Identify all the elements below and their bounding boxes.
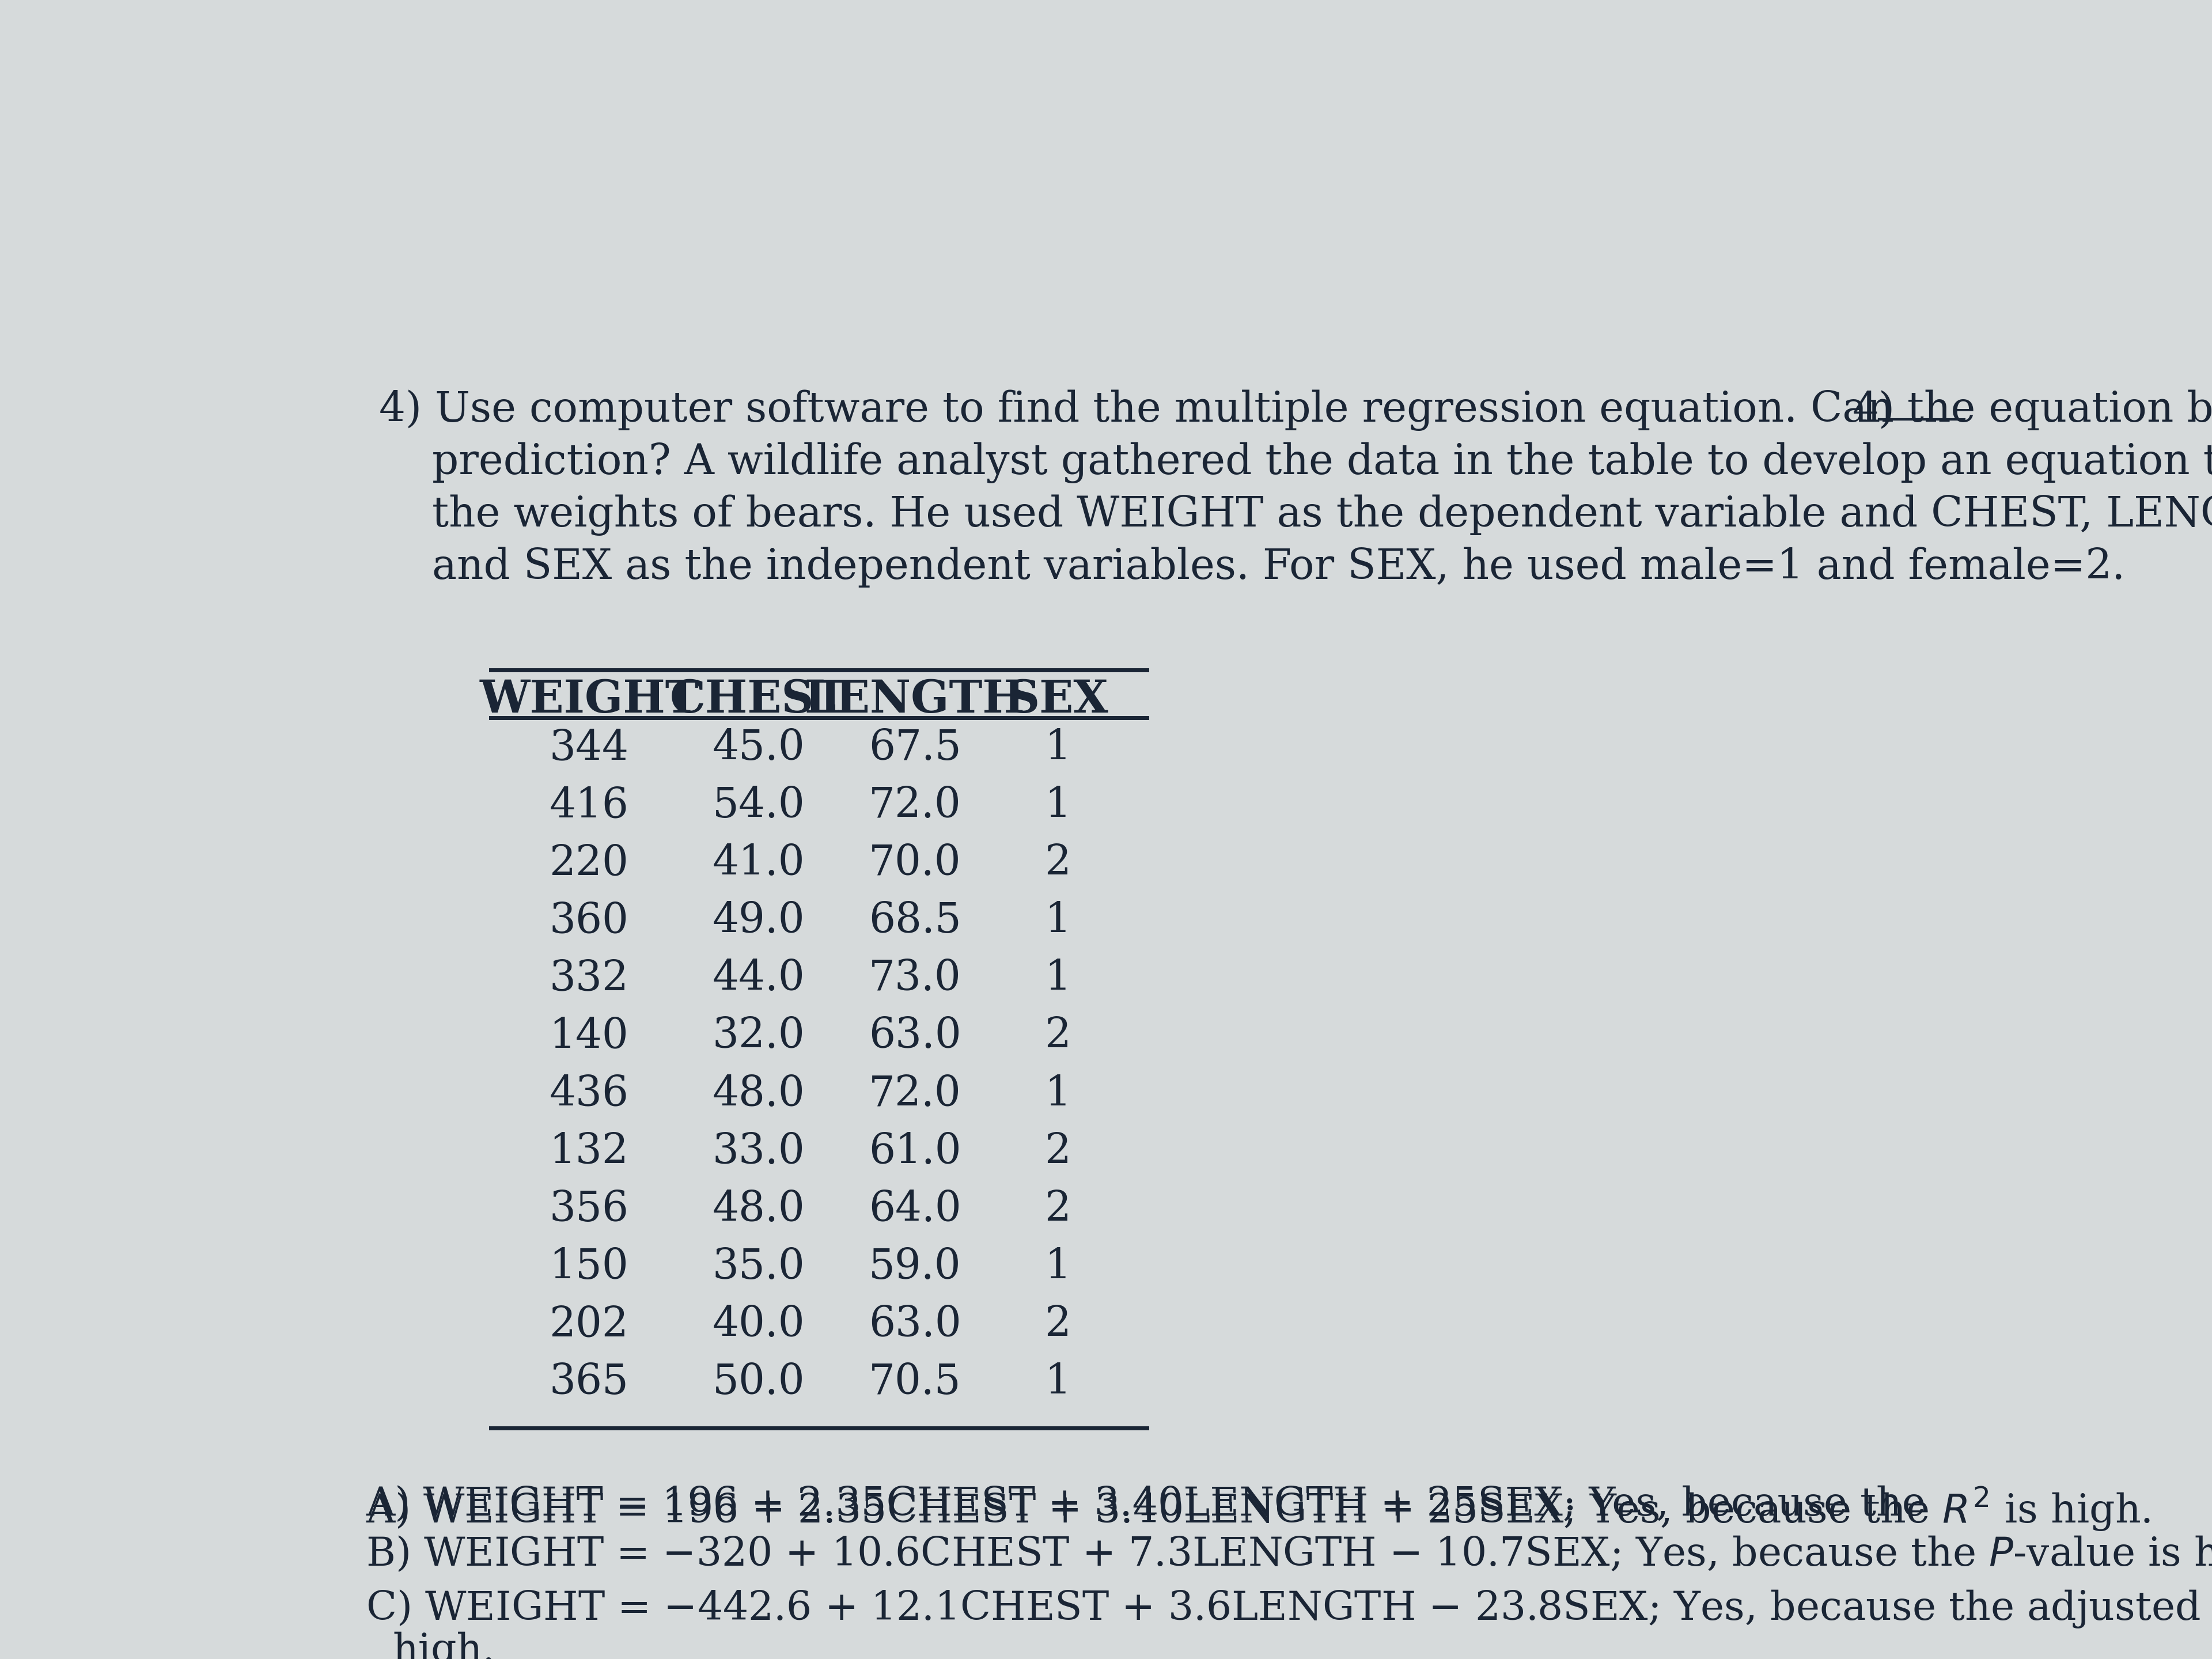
Text: 44.0: 44.0 [712, 959, 805, 999]
Text: A) WEIGHT = 196 + 2.35CHEST + 3.40LENGTH + 25SEX; Yes, because the: A) WEIGHT = 196 + 2.35CHEST + 3.40LENGTH… [365, 1485, 1938, 1523]
Text: 220: 220 [549, 843, 628, 884]
Text: CHEST: CHEST [670, 679, 847, 722]
Text: 332: 332 [549, 959, 628, 999]
Text: 72.0: 72.0 [869, 785, 962, 826]
Text: 64.0: 64.0 [869, 1190, 962, 1229]
Text: 2: 2 [1044, 843, 1071, 884]
Text: 4) Use computer software to find the multiple regression equation. Can the equat: 4) Use computer software to find the mul… [378, 390, 2212, 431]
Text: SEX: SEX [1006, 679, 1108, 722]
Text: 41.0: 41.0 [712, 843, 805, 884]
Text: 59.0: 59.0 [869, 1248, 962, 1287]
Text: 1: 1 [1044, 728, 1071, 768]
Text: and SEX as the independent variables. For SEX, he used male=1 and female=2.: and SEX as the independent variables. Fo… [378, 547, 2126, 587]
Text: 2: 2 [1044, 1131, 1071, 1171]
Text: 1: 1 [1044, 1362, 1071, 1404]
Text: LENGTH: LENGTH [805, 679, 1024, 722]
Text: 1: 1 [1044, 1248, 1071, 1287]
Text: 436: 436 [549, 1073, 628, 1115]
Text: 49.0: 49.0 [712, 901, 805, 941]
Text: 150: 150 [549, 1248, 628, 1287]
Text: 72.0: 72.0 [869, 1073, 962, 1115]
Text: high.: high. [392, 1632, 495, 1659]
Text: 50.0: 50.0 [712, 1362, 805, 1404]
Text: 70.5: 70.5 [869, 1362, 962, 1404]
Text: 2: 2 [1044, 1304, 1071, 1345]
Text: 360: 360 [549, 901, 628, 941]
Text: 73.0: 73.0 [869, 959, 962, 999]
Text: 416: 416 [549, 785, 628, 826]
Text: 1: 1 [1044, 785, 1071, 826]
Text: 40.0: 40.0 [712, 1304, 805, 1345]
Text: 140: 140 [549, 1015, 628, 1057]
Text: 48.0: 48.0 [712, 1073, 805, 1115]
Text: the weights of bears. He used WEIGHT as the dependent variable and CHEST, LENGTH: the weights of bears. He used WEIGHT as … [378, 494, 2212, 536]
Text: 344: 344 [549, 728, 628, 768]
Text: 61.0: 61.0 [869, 1131, 962, 1171]
Text: 1: 1 [1044, 959, 1071, 999]
Text: 54.0: 54.0 [712, 785, 805, 826]
Text: 2: 2 [1044, 1015, 1071, 1057]
Text: 202: 202 [549, 1304, 628, 1345]
Text: 63.0: 63.0 [869, 1015, 962, 1057]
Text: 356: 356 [549, 1190, 628, 1229]
Text: 32.0: 32.0 [712, 1015, 805, 1057]
Text: C) WEIGHT = $-$442.6 + 12.1CHEST + 3.6LENGTH $-$ 23.8SEX; Yes, because the adjus: C) WEIGHT = $-$442.6 + 12.1CHEST + 3.6LE… [365, 1583, 2212, 1631]
Text: WEIGHT: WEIGHT [480, 679, 699, 722]
Text: 68.5: 68.5 [869, 901, 962, 941]
Text: 365: 365 [549, 1362, 628, 1404]
Text: A) WEIGHT = 196 + 2.35CHEST + 3.40LENGTH + 25SEX; Yes, because the $\mathit{R}^2: A) WEIGHT = 196 + 2.35CHEST + 3.40LENGTH… [365, 1485, 2150, 1533]
Text: 33.0: 33.0 [712, 1131, 805, 1171]
Text: 4): 4) [1851, 390, 1896, 430]
Text: B) WEIGHT = $-$320 + 10.6CHEST + 7.3LENGTH $-$ 10.7SEX; Yes, because the $\mathi: B) WEIGHT = $-$320 + 10.6CHEST + 7.3LENG… [365, 1535, 2212, 1576]
Text: 132: 132 [549, 1131, 628, 1171]
Text: 1: 1 [1044, 1073, 1071, 1115]
Text: 2: 2 [1044, 1190, 1071, 1229]
Text: prediction? A wildlife analyst gathered the data in the table to develop an equa: prediction? A wildlife analyst gathered … [378, 443, 2212, 483]
Text: 45.0: 45.0 [712, 728, 805, 768]
Text: 70.0: 70.0 [869, 843, 962, 884]
Text: 67.5: 67.5 [869, 728, 962, 768]
Text: 1: 1 [1044, 901, 1071, 941]
Text: 48.0: 48.0 [712, 1190, 805, 1229]
Text: 35.0: 35.0 [712, 1248, 805, 1287]
Text: 63.0: 63.0 [869, 1304, 962, 1345]
